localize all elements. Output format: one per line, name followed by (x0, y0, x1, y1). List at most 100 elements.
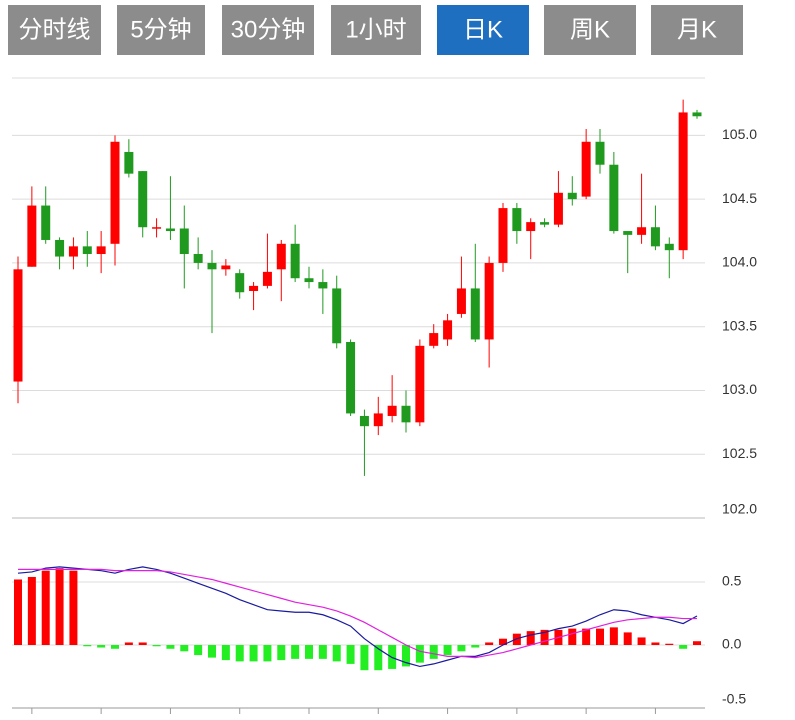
macd-bar (111, 645, 119, 649)
candle-body (207, 262, 217, 270)
macd-bar (457, 645, 466, 652)
candle-body (609, 164, 619, 232)
candle-body (637, 227, 647, 235)
tab-label[interactable]: 30分钟 (231, 16, 306, 43)
candle-body (13, 269, 23, 382)
macd-bar (83, 645, 92, 647)
macd-bar (291, 645, 300, 659)
macd-bar (651, 642, 660, 645)
candle-body (318, 282, 328, 289)
macd-bar (263, 645, 272, 662)
candle-body (512, 208, 522, 232)
tab-button[interactable] (117, 5, 205, 55)
tab-button[interactable] (222, 5, 314, 55)
macd-bar (194, 645, 203, 656)
macd-bar (609, 627, 618, 645)
macd-line (18, 568, 697, 659)
candle-body (290, 243, 300, 279)
macd-bar (623, 632, 632, 645)
candle-body (165, 228, 175, 232)
tab-button[interactable] (8, 5, 101, 55)
candle-body (429, 333, 439, 346)
y-tick-label: 0.5 (722, 573, 742, 589)
tab-label[interactable]: 周K (570, 16, 610, 43)
candle-body (678, 112, 688, 251)
macd-bar (526, 631, 535, 645)
macd-bar (332, 645, 341, 662)
y-tick-label: 103.0 (722, 381, 757, 397)
macd-bar (485, 642, 494, 645)
macd-bar (596, 628, 604, 645)
macd-bar (429, 645, 438, 659)
tab-button[interactable] (331, 5, 421, 55)
candle-body (124, 151, 134, 174)
candle-body (262, 271, 272, 286)
candle-body (359, 415, 369, 427)
macd-bar (55, 568, 64, 645)
macd-bar (637, 637, 646, 645)
y-tick-label: 102.0 (722, 501, 757, 517)
macd-bar (568, 628, 577, 645)
candle-body (82, 246, 92, 254)
macd-bar (235, 645, 244, 662)
candle-body (415, 345, 425, 423)
candle-body (456, 288, 466, 314)
macd-bar (221, 645, 230, 661)
macd-bar (665, 643, 674, 645)
macd-bar (693, 641, 701, 645)
macd-bar (166, 645, 175, 649)
y-tick-label: 104.0 (722, 254, 757, 270)
macd-bar (360, 645, 369, 671)
tab-label[interactable]: 月K (677, 16, 717, 43)
tab-label[interactable]: 日K (463, 16, 503, 43)
candle-body (470, 288, 480, 340)
candle-body (567, 192, 577, 200)
macd-bar (277, 645, 286, 661)
macd-bar (180, 645, 189, 652)
macd-bar (152, 645, 161, 647)
candle-body (41, 205, 51, 240)
candle-body (96, 246, 106, 254)
tab-button[interactable] (544, 5, 636, 55)
macd-bar (540, 629, 549, 645)
candle-body (346, 342, 356, 414)
candle-body (623, 231, 633, 235)
y-tick-label: 102.5 (722, 445, 757, 461)
candle-body (664, 243, 674, 251)
candle-body (581, 141, 591, 197)
macd-bar (124, 642, 133, 645)
candle-body (540, 222, 550, 225)
macd-bar (318, 645, 327, 659)
candle-body (235, 273, 245, 293)
candle-body (68, 246, 78, 257)
y-tick-label: -0.5 (722, 691, 746, 707)
candle-body (401, 405, 411, 423)
candle-body (650, 227, 660, 247)
tab-button[interactable] (437, 5, 529, 55)
y-tick-label: 0.0 (722, 636, 742, 652)
tab-label[interactable]: 1小时 (345, 16, 406, 43)
candle-body (332, 288, 342, 344)
candle-body (27, 205, 37, 267)
candle-body (595, 141, 605, 165)
macd-bar (69, 570, 78, 645)
candle-body (221, 265, 231, 270)
candle-body (498, 208, 508, 263)
macd-bar (499, 638, 507, 645)
macd-bar (415, 645, 424, 663)
y-tick-label: 105.0 (722, 126, 757, 142)
candle-body (387, 405, 397, 416)
tab-label[interactable]: 5分钟 (130, 16, 191, 43)
candle-body (55, 239, 65, 257)
y-tick-label: 104.5 (722, 190, 757, 206)
macd-bar (138, 642, 147, 645)
tab-label[interactable]: 分时线 (19, 16, 91, 43)
candle-body (484, 262, 494, 340)
candle-body (443, 320, 453, 340)
macd-bar (27, 576, 36, 645)
tab-button[interactable] (651, 5, 743, 55)
macd-bar (346, 645, 355, 664)
macd-line (17, 566, 698, 668)
candle-body (110, 141, 120, 244)
macd-bar (471, 645, 480, 648)
